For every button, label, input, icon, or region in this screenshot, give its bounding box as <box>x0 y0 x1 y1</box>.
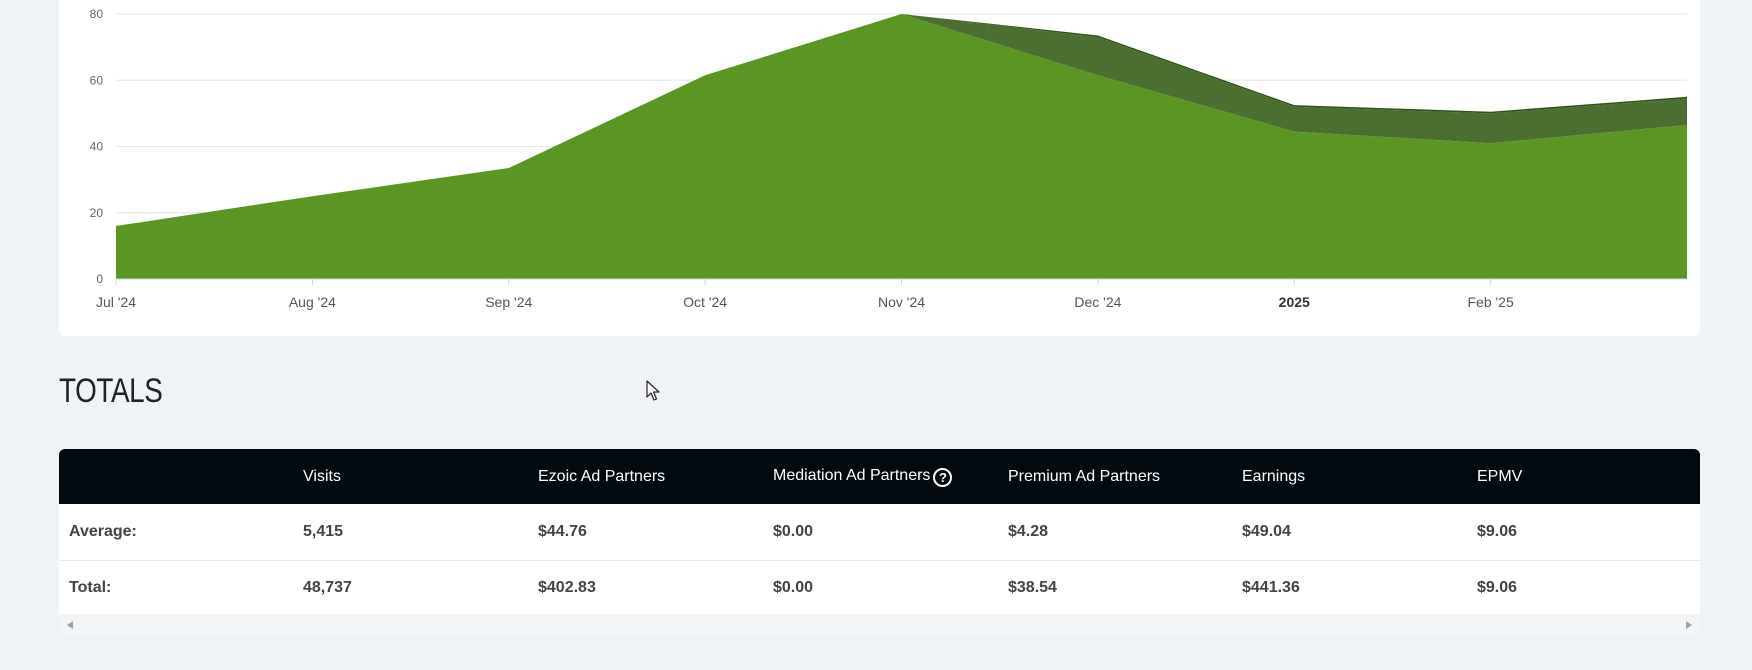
column-header-mediation-ad-partners[interactable]: Mediation Ad Partners? <box>763 449 998 504</box>
column-header-premium-ad-partners[interactable]: Premium Ad Partners <box>1008 467 1161 485</box>
column-header-visits[interactable]: Visits <box>303 467 341 485</box>
earnings-chart-card: 0 20 40 60 80 Jul '24 Aug '24 Sep '24 Oct '24 Nov… <box>59 0 1700 336</box>
column-header-label <box>59 449 293 504</box>
x-tick-label: Feb '25 <box>1467 294 1513 310</box>
cell-ezoic-ad-partners: $402.83 <box>538 579 596 597</box>
cell-mediation-ad-partners: $0.00 <box>773 522 814 540</box>
scroll-left-arrow-icon[interactable] <box>67 621 73 629</box>
cell-epmv: $9.06 <box>1477 579 1518 597</box>
column-header-earnings[interactable]: Earnings <box>1242 467 1306 485</box>
cell-ezoic-ad-partners: $44.76 <box>538 522 587 540</box>
x-tick-label: Oct '24 <box>683 294 727 310</box>
cell-visits: 5,415 <box>303 522 344 540</box>
totals-heading: TOTALS <box>59 372 163 410</box>
x-tick-label: Jul '24 <box>96 294 136 310</box>
totals-table: Visits Ezoic Ad Partners Mediation Ad Pa… <box>59 449 1700 616</box>
area-series-0[interactable] <box>116 14 1687 279</box>
y-tick-label: 20 <box>90 206 104 220</box>
x-tick-label: Sep '24 <box>485 294 532 310</box>
x-tick-label: 2025 <box>1279 294 1310 310</box>
y-tick-label: 80 <box>90 7 104 21</box>
cell-epmv: $9.06 <box>1477 522 1518 540</box>
cell-earnings: $441.36 <box>1242 579 1300 597</box>
scroll-right-arrow-icon[interactable] <box>1686 621 1692 629</box>
totals-table-container: Visits Ezoic Ad Partners Mediation Ad Pa… <box>59 449 1700 616</box>
question-circle-icon[interactable]: ? <box>933 467 953 487</box>
cell-mediation-ad-partners: $0.00 <box>773 579 814 597</box>
column-header-epmv[interactable]: EPMV <box>1477 467 1523 485</box>
cell-earnings: $49.04 <box>1242 522 1291 540</box>
table-row-total: Total: 48,737 $402.83 $0.00 $38.54 $441.… <box>59 560 1700 616</box>
y-tick-label: 0 <box>96 272 103 286</box>
cell-premium-ad-partners: $4.28 <box>1008 522 1049 540</box>
horizontal-scrollbar[interactable] <box>59 614 1700 636</box>
y-tick-label: 60 <box>90 73 104 87</box>
column-header-ezoic-ad-partners[interactable]: Ezoic Ad Partners <box>538 467 666 485</box>
x-tick-label: Aug '24 <box>289 294 336 310</box>
cell-premium-ad-partners: $38.54 <box>1008 579 1057 597</box>
mediation-header-text: Mediation Ad Partners <box>773 466 931 484</box>
x-tick-label: Dec '24 <box>1074 294 1121 310</box>
row-label: Total: <box>69 579 112 597</box>
x-tick-label: Nov '24 <box>878 294 925 310</box>
stacked-area-chart[interactable]: 0 20 40 60 80 Jul '24 Aug '24 Sep '24 Oct '24 Nov… <box>59 0 1700 336</box>
mouse-pointer-icon <box>646 380 660 407</box>
table-header-row: Visits Ezoic Ad Partners Mediation Ad Pa… <box>59 449 1700 504</box>
table-row-average: Average: 5,415 $44.76 $0.00 $4.28 $49.04… <box>59 504 1700 560</box>
area-series-1[interactable] <box>116 14 1687 226</box>
y-tick-label: 40 <box>90 140 104 154</box>
cell-visits: 48,737 <box>303 579 352 597</box>
row-label: Average: <box>69 522 137 540</box>
